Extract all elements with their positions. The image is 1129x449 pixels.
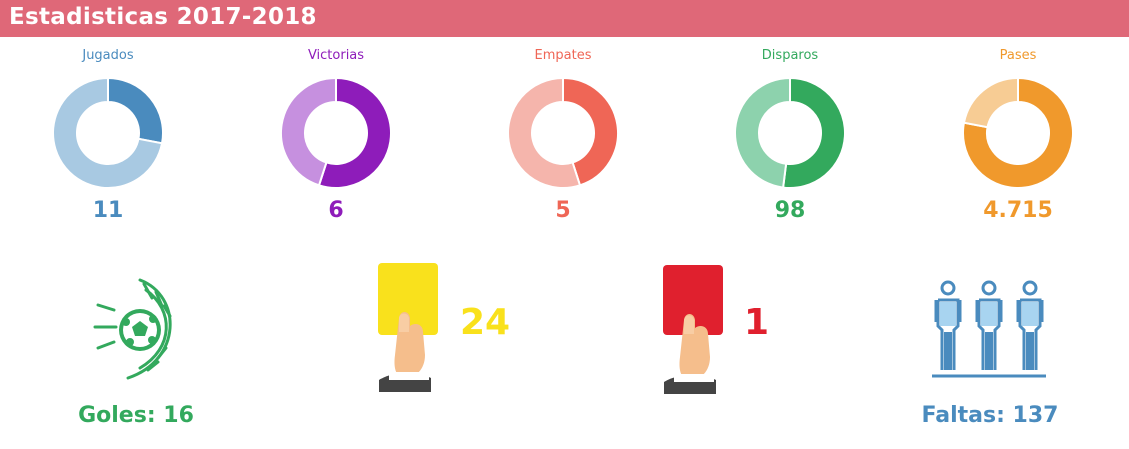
- pases-slice-1: [962, 76, 1019, 129]
- victorias-slice-0: [317, 76, 392, 189]
- stat-jugados: Jugados 11: [28, 46, 188, 231]
- soccer-goal-icon: [93, 278, 172, 380]
- empates-value: 5: [555, 198, 571, 223]
- empates-donut: [507, 76, 619, 189]
- jugados-donut: [52, 76, 164, 189]
- empates-label: Empates: [534, 48, 592, 63]
- yellow-card-icon: [378, 263, 438, 392]
- red-card-icon: [663, 265, 723, 394]
- empates-slice-0: [562, 76, 619, 187]
- stat-empates: Empates 5: [483, 46, 643, 231]
- jugados-slice-1: [52, 76, 164, 189]
- faltas-caption: Faltas: 137: [921, 403, 1059, 428]
- disparos-slice-0: [781, 76, 846, 189]
- header-bar: Estadisticas 2017-2018: [0, 0, 1129, 37]
- jugados-label: Jugados: [82, 48, 134, 63]
- page-title: Estadisticas 2017-2018: [9, 4, 317, 30]
- empates-slice-1: [507, 76, 582, 189]
- stat-victorias: Victorias 6: [256, 46, 416, 231]
- victorias-donut: [280, 76, 392, 189]
- pases-slice-0: [962, 76, 1074, 189]
- mannequin-wall-icon: [932, 280, 1046, 378]
- victorias-value: 6: [328, 198, 344, 223]
- goles-caption: Goles: 16: [78, 403, 194, 428]
- victorias-slice-1: [280, 76, 337, 187]
- pases-donut: [962, 76, 1074, 189]
- stat-disparos: Disparos 98: [710, 46, 870, 231]
- disparos-value: 98: [774, 198, 806, 223]
- jugados-slice-0: [107, 76, 164, 145]
- victorias-label: Victorias: [307, 48, 365, 63]
- disparos-label: Disparos: [761, 48, 819, 63]
- disparos-slice-1: [734, 76, 791, 189]
- yellow-card-count: 24: [460, 302, 511, 343]
- disparos-donut: [734, 76, 846, 189]
- jugados-value: 11: [92, 198, 124, 223]
- pases-value: 4.715: [983, 198, 1053, 223]
- pases-label: Pases: [999, 48, 1037, 63]
- stat-pases: Pases 4.715: [938, 46, 1098, 231]
- red-card-count: 1: [744, 302, 770, 343]
